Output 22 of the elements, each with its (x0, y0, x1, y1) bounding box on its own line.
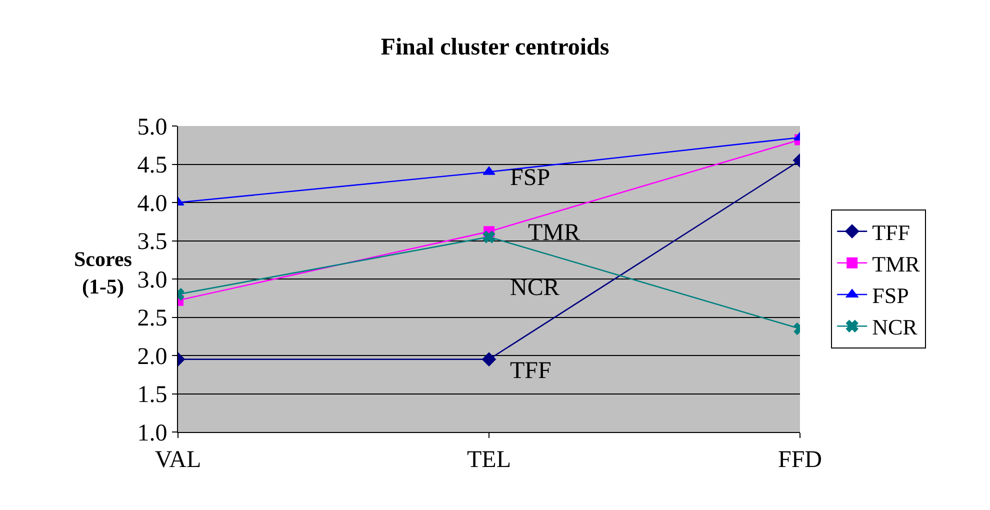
x-tick-label: VAL (154, 446, 202, 473)
y-tick-label: 2.5 (137, 306, 168, 332)
annotation: TMR (528, 220, 580, 246)
y-tick-label: 3.0 (137, 267, 168, 294)
y-tick-label: 1.0 (137, 420, 168, 446)
y-tick-label: 3.5 (137, 229, 168, 256)
legend-label: FSP (872, 283, 909, 308)
annotation: FSP (510, 165, 550, 191)
y-tick-label: 5.0 (137, 114, 168, 140)
y-tick-label: 4.5 (137, 152, 168, 179)
legend-label: TFF (872, 220, 910, 245)
legend-label: TMR (872, 251, 920, 276)
x-tick-label: TEL (467, 446, 511, 473)
legend-label: NCR (872, 314, 918, 340)
chart-title: Final cluster centroids (380, 34, 610, 60)
x-tick-label: FFD (778, 446, 822, 473)
y-tick-label: 1.5 (137, 382, 168, 408)
y-tick-label: 2.0 (137, 344, 168, 370)
annotation: NCR (510, 275, 560, 301)
y-tick-label: 4.0 (137, 190, 168, 217)
annotation: TFF (510, 358, 552, 384)
y-axis-title: Scores (1-5) (74, 247, 132, 298)
